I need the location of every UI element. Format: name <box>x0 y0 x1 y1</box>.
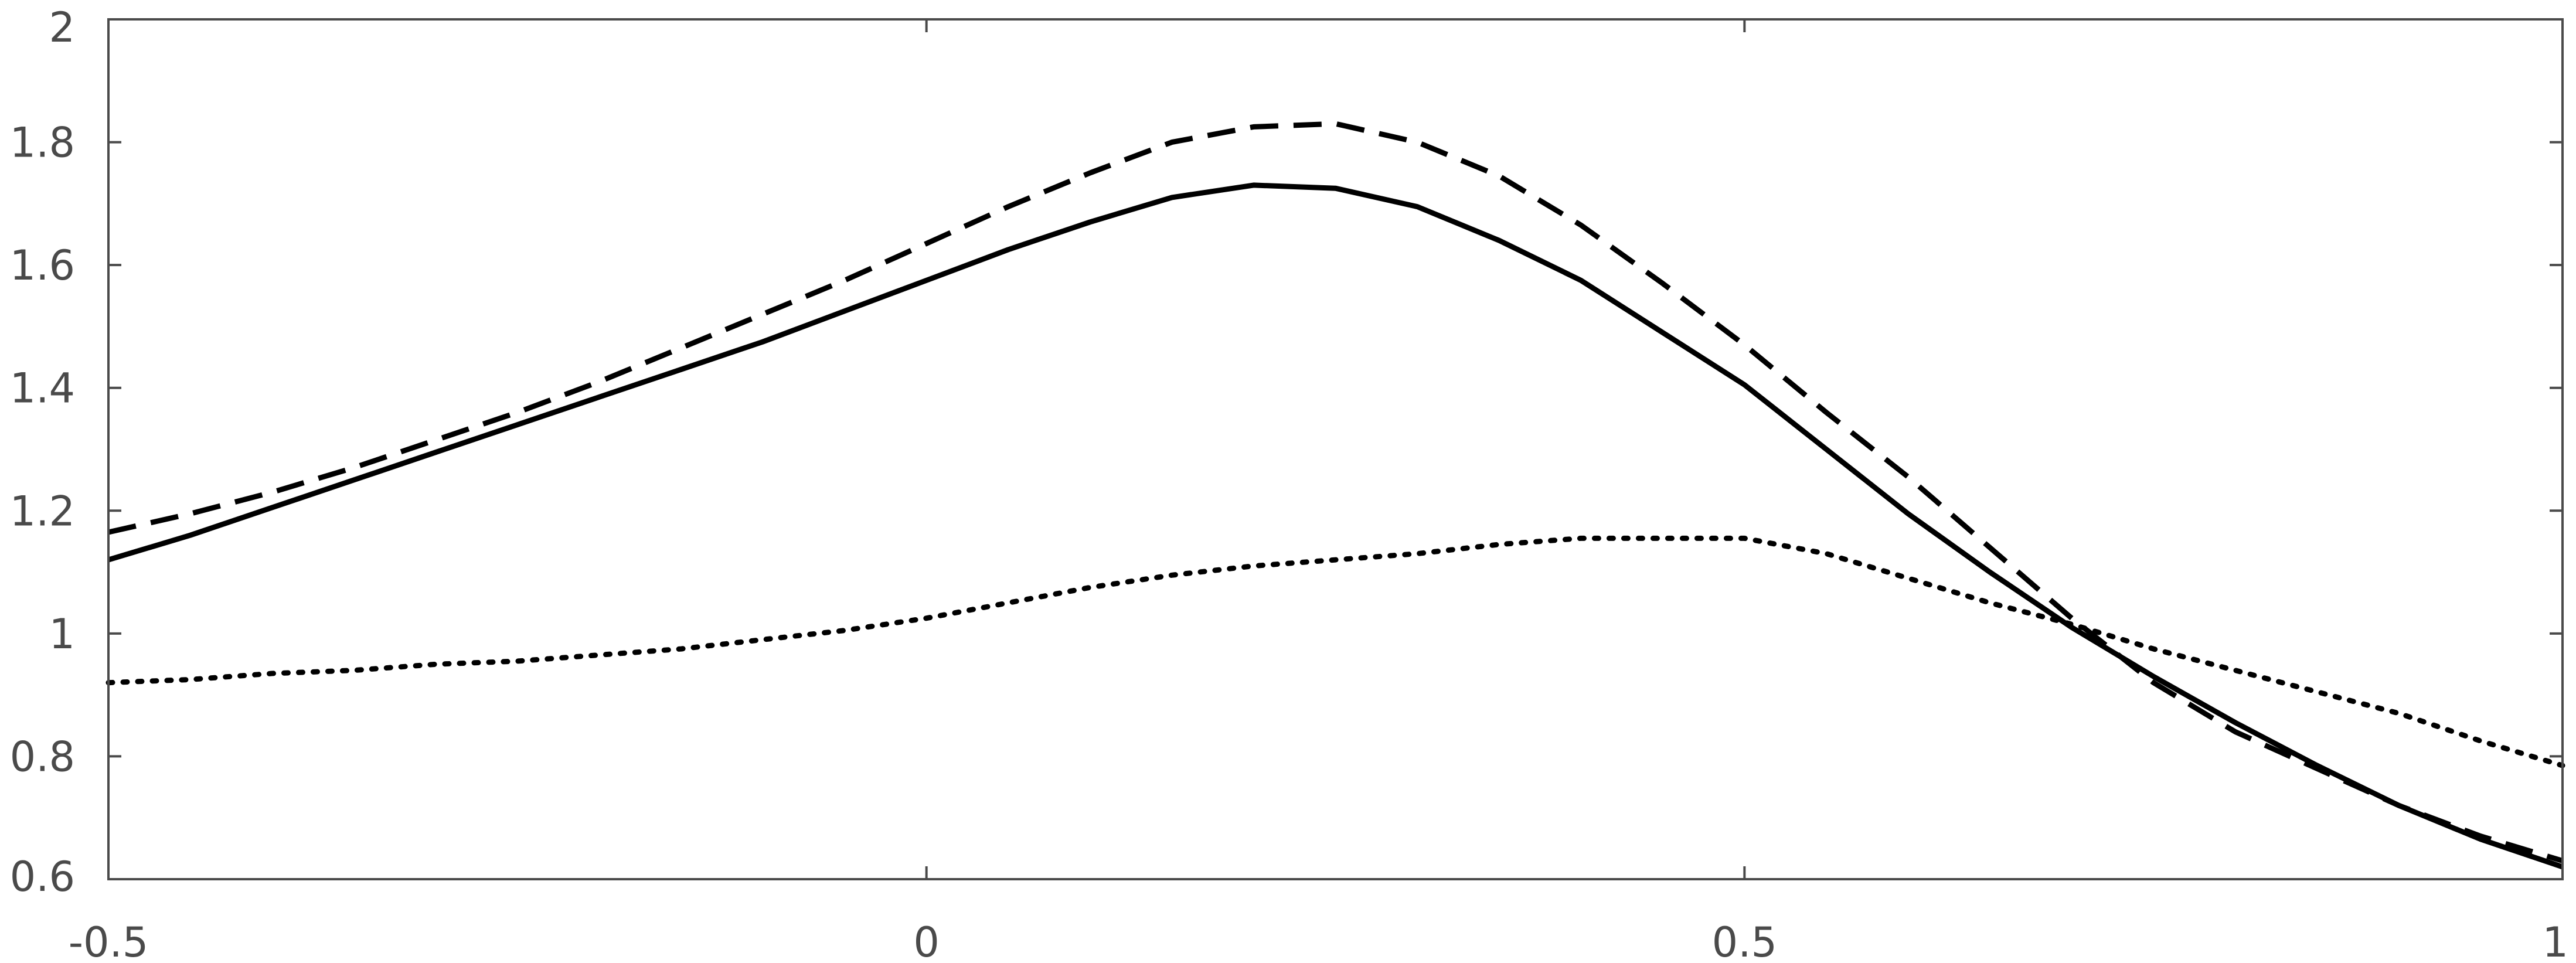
x-tick-label: 0 <box>913 918 940 963</box>
x-tick-label: -0.5 <box>69 918 149 963</box>
y-tick-label: 1 <box>49 610 75 658</box>
series-line-solid <box>107 182 2564 870</box>
x-tick-label: 0.5 <box>1712 918 1777 963</box>
y-tick-label: 1.6 <box>10 241 75 290</box>
y-tick-label: 1.8 <box>10 119 75 167</box>
y-tick-label: 1.4 <box>10 365 75 413</box>
y-tick-label: 2 <box>49 4 75 52</box>
series-line-dashed <box>108 121 2564 863</box>
series-line-dotted <box>106 535 2565 768</box>
axes: -0.5 0 0.5 1 2 1.8 1.6 1.4 1.2 1 0.8 0.6 <box>10 4 2568 963</box>
plot-frame <box>107 18 2564 880</box>
series-layer <box>106 121 2565 870</box>
y-tick-label: 0.8 <box>10 733 75 781</box>
y-tick-label: 0.6 <box>10 853 75 901</box>
y-tick-label: 1.2 <box>10 487 75 535</box>
x-tick-label: 1 <box>2542 918 2568 963</box>
